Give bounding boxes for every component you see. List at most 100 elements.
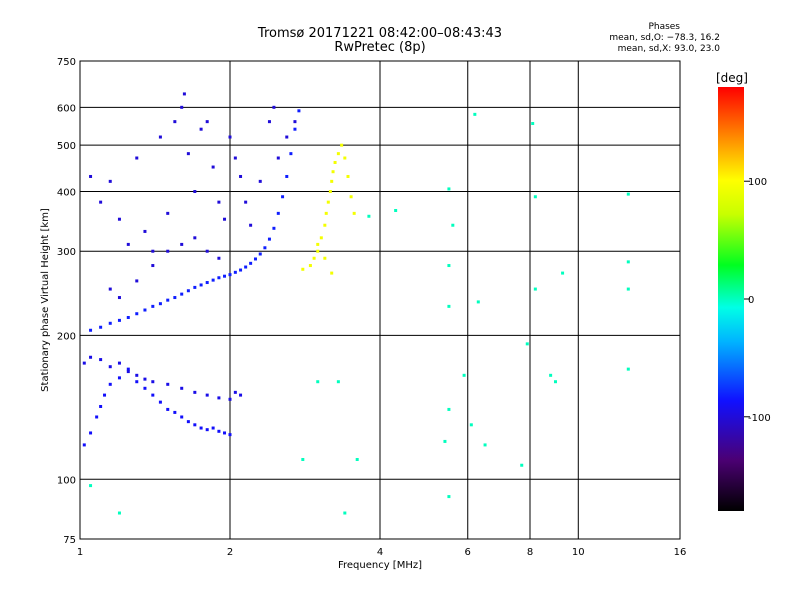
data-point [89,355,93,359]
data-point [258,179,262,183]
data-point [533,287,537,291]
data-point [99,325,103,329]
data-point [143,377,147,381]
x-tick-label: 16 [674,547,687,558]
data-point [533,195,537,199]
data-point [352,211,356,215]
data-point [143,386,147,390]
data-point [272,105,276,109]
data-point [258,252,262,256]
x-axis-ticks: 1 2 4 6 8 10 16 [77,547,687,558]
grid-lines [80,61,680,539]
data-point [103,393,107,397]
data-point [117,361,121,365]
data-point [394,209,398,213]
data-point [143,308,147,312]
data-point [319,236,323,240]
data-point [626,287,630,291]
data-point [158,135,162,139]
chart-subtitle: RwPretec (8p) [334,40,426,55]
data-point [249,261,253,265]
y-tick-label: 100 [57,475,76,486]
data-point [525,342,529,346]
data-point [228,397,232,401]
data-point [205,281,209,285]
data-point [151,393,155,397]
data-point [166,298,170,302]
data-point [166,249,170,253]
data-point [151,380,155,384]
data-point [89,328,93,332]
data-point [180,386,184,390]
data-point [301,267,305,271]
data-point [135,312,139,316]
data-point [285,174,289,178]
data-point [199,283,203,287]
data-point [312,256,316,260]
data-point [293,120,297,124]
colorbar-tick-label: 100 [748,177,767,188]
data-point [99,358,103,362]
data-point [316,249,320,253]
data-point [217,276,221,280]
data-point [193,423,197,427]
data-point [217,429,221,433]
data-point [330,179,334,183]
y-axis-label: Stationary phase Virtual Height [km] [40,208,51,392]
data-point [267,237,271,241]
data-point [158,302,162,306]
data-point [228,135,232,139]
data-point [199,426,203,430]
data-point [462,373,466,377]
phases-x-stats: mean, sd,X: 93.0, 23.0 [617,44,720,54]
data-point [211,426,215,430]
data-point [324,211,328,215]
data-point [182,92,186,96]
data-point [166,211,170,215]
data-point [626,367,630,371]
data-point [193,236,197,240]
data-point [117,296,121,300]
x-axis-label: Frequency [MHz] [338,560,422,571]
data-point [249,223,253,227]
data-point [233,156,237,160]
data-point [323,223,327,227]
data-point [135,380,139,384]
data-point [343,156,347,160]
data-point [228,433,232,437]
colorbar [718,87,744,511]
data-point [117,217,121,221]
data-point [328,189,332,193]
data-point [126,242,130,246]
data-point [211,278,215,282]
x-tick-label: 6 [465,547,471,558]
data-point [193,285,197,289]
data-point [126,370,130,374]
y-tick-label: 750 [57,57,76,68]
data-point [233,270,237,274]
x-tick-label: 2 [227,547,233,558]
data-point [343,511,347,515]
data-point [553,380,557,384]
data-point [211,165,215,169]
data-point [89,174,93,178]
data-point [135,373,139,377]
data-point [483,443,487,447]
y-tick-label: 400 [57,187,76,198]
y-tick-label: 200 [57,331,76,342]
data-point [166,382,170,386]
y-tick-label: 300 [57,247,76,258]
data-point [117,318,121,322]
data-point [340,143,344,147]
data-point [469,423,473,427]
data-point [447,304,451,308]
data-point [233,390,237,394]
data-point [193,390,197,394]
data-point [520,463,524,467]
data-point [126,367,130,371]
data-point [263,246,267,250]
y-axis-ticks: 75 100 200 300 400 500 600 750 [57,57,76,546]
data-point [333,160,337,164]
